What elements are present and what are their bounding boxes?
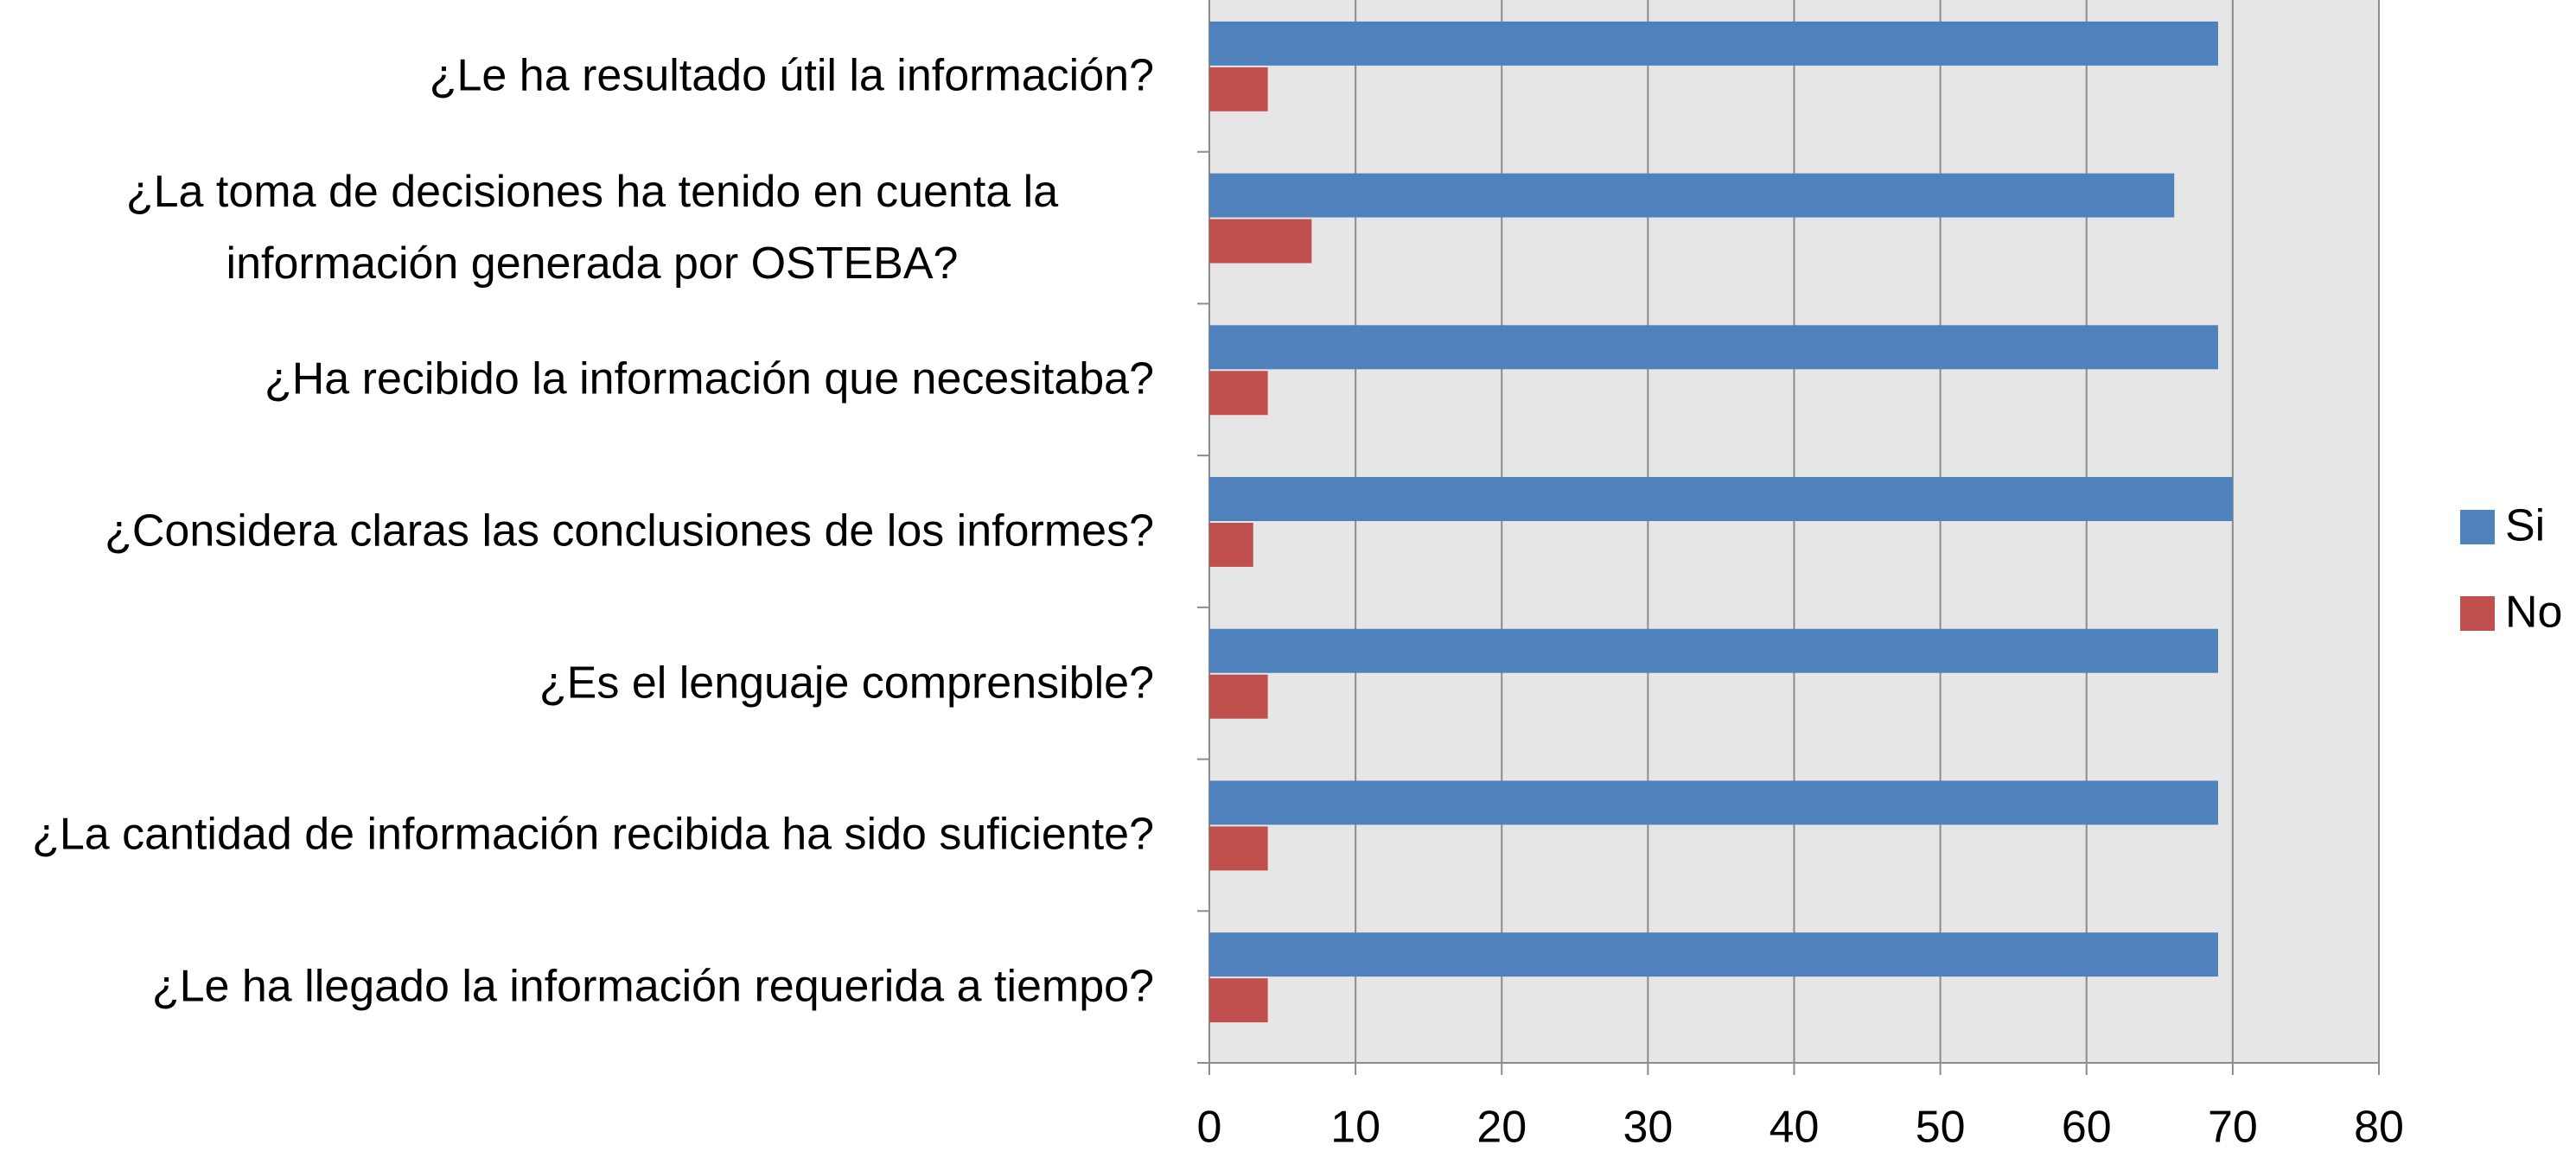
bar — [1209, 477, 2233, 521]
bar — [1209, 978, 1268, 1023]
y-tick-label-box: ¿Es el lenguaje comprensible? — [0, 647, 1154, 719]
y-tick-label: ¿La cantidad de información recibida ha … — [32, 809, 1154, 860]
x-tick-label: 20 — [1476, 1103, 1527, 1151]
x-tick-label: 10 — [1330, 1103, 1380, 1151]
legend-label: No — [2505, 588, 2562, 638]
x-tick-label: 30 — [1623, 1103, 1673, 1151]
bar — [1209, 219, 1312, 264]
y-tick-label-box: ¿La toma de decisiones ha tenido en cuen… — [0, 156, 1154, 299]
bar — [1209, 21, 2218, 66]
y-tick-label: ¿Le ha resultado útil la información? — [429, 50, 1154, 101]
x-tick-label: 50 — [1916, 1103, 1966, 1151]
y-tick-label: ¿La toma de decisiones ha tenido en cuen… — [125, 166, 1059, 289]
legend-swatch — [2460, 510, 2495, 544]
y-tick-label: ¿Es el lenguaje comprensible? — [539, 658, 1154, 709]
legend-swatch — [2460, 596, 2495, 631]
x-tick-label: 60 — [2062, 1103, 2112, 1151]
y-tick-label-box: ¿Ha recibido la información que necesita… — [0, 344, 1154, 416]
bar — [1209, 371, 1268, 416]
y-tick-label-box: ¿La cantidad de información recibida ha … — [0, 799, 1154, 871]
legend-label: Si — [2505, 501, 2545, 551]
bar — [1209, 674, 1268, 719]
y-tick-label-box: ¿Le ha resultado útil la información? — [0, 40, 1154, 111]
y-tick-label-box: ¿Considera claras las conclusiones de lo… — [0, 495, 1154, 567]
bar — [1209, 173, 2175, 218]
bar — [1209, 932, 2218, 977]
x-tick-label: 40 — [1769, 1103, 1820, 1151]
x-tick-label: 70 — [2208, 1103, 2258, 1151]
bar — [1209, 826, 1268, 871]
bar — [1209, 325, 2218, 370]
y-tick-label-box: ¿Le ha llegado la información requerida … — [0, 951, 1154, 1023]
y-tick-label: ¿Le ha llegado la información requerida … — [151, 961, 1154, 1012]
y-tick-label: ¿Considera claras las conclusiones de lo… — [105, 506, 1154, 556]
bar — [1209, 67, 1268, 111]
y-tick-label: ¿Ha recibido la información que necesita… — [264, 353, 1154, 404]
bar — [1209, 628, 2218, 673]
bar — [1209, 780, 2218, 825]
x-tick-label: 80 — [2354, 1103, 2404, 1151]
bar — [1209, 523, 1253, 567]
x-tick-label: 0 — [1197, 1103, 1222, 1151]
